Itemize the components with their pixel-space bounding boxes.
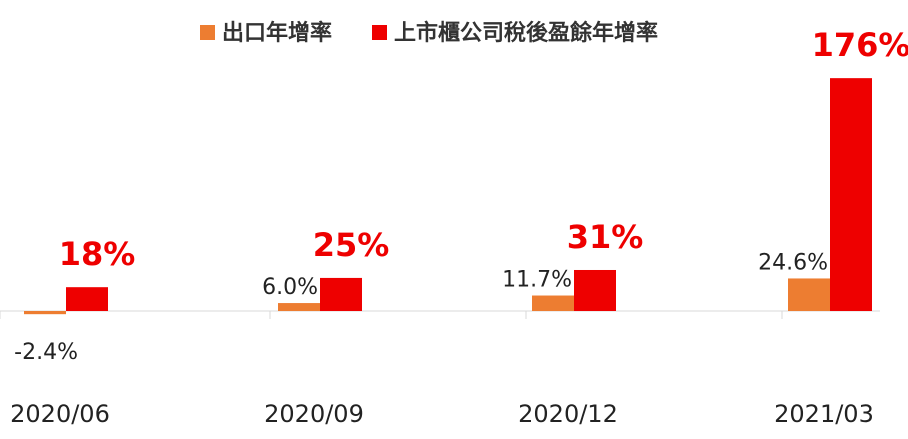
legend-swatch-0 (200, 25, 215, 40)
category-labels: 2020/06 2020/09 2020/12 2021/03 (10, 400, 874, 428)
category-label-2: 2020/12 (518, 400, 618, 428)
legend-item-earnings-growth: 上市櫃公司稅後盈餘年增率 (372, 20, 658, 46)
legend-label-1: 上市櫃公司稅後盈餘年增率 (394, 20, 658, 46)
value-label-export-1: 6.0% (262, 275, 318, 300)
legend-label-0: 出口年增率 (222, 20, 332, 46)
legend-item-export-growth: 出口年增率 (200, 20, 332, 46)
bars (24, 78, 872, 315)
value-label-export-3: 24.6% (758, 250, 828, 275)
value-labels: -2.4% 18% 6.0% 25% 11.7% 31% 24.6% 176% (14, 26, 908, 365)
value-label-export-2: 11.7% (502, 268, 572, 293)
bar-earnings-0 (66, 287, 108, 311)
bar-export-2 (532, 295, 574, 311)
value-label-export-0: -2.4% (14, 340, 78, 365)
category-label-0: 2020/06 (10, 400, 110, 428)
category-label-1: 2020/09 (264, 400, 364, 428)
bar-export-1 (278, 303, 320, 311)
legend: 出口年增率 上市櫃公司稅後盈餘年增率 (200, 20, 658, 46)
category-label-3: 2021/03 (774, 400, 874, 428)
bar-earnings-1 (320, 277, 362, 311)
bar-earnings-2 (574, 269, 616, 311)
bar-export-3 (788, 278, 830, 311)
value-label-earnings-0: 18% (59, 235, 136, 273)
value-label-earnings-3: 176% (812, 26, 908, 64)
value-label-earnings-2: 31% (567, 218, 644, 256)
legend-swatch-1 (372, 25, 387, 40)
value-label-earnings-1: 25% (313, 226, 390, 264)
bar-earnings-3 (830, 78, 872, 311)
bar-export-0 (24, 311, 66, 315)
